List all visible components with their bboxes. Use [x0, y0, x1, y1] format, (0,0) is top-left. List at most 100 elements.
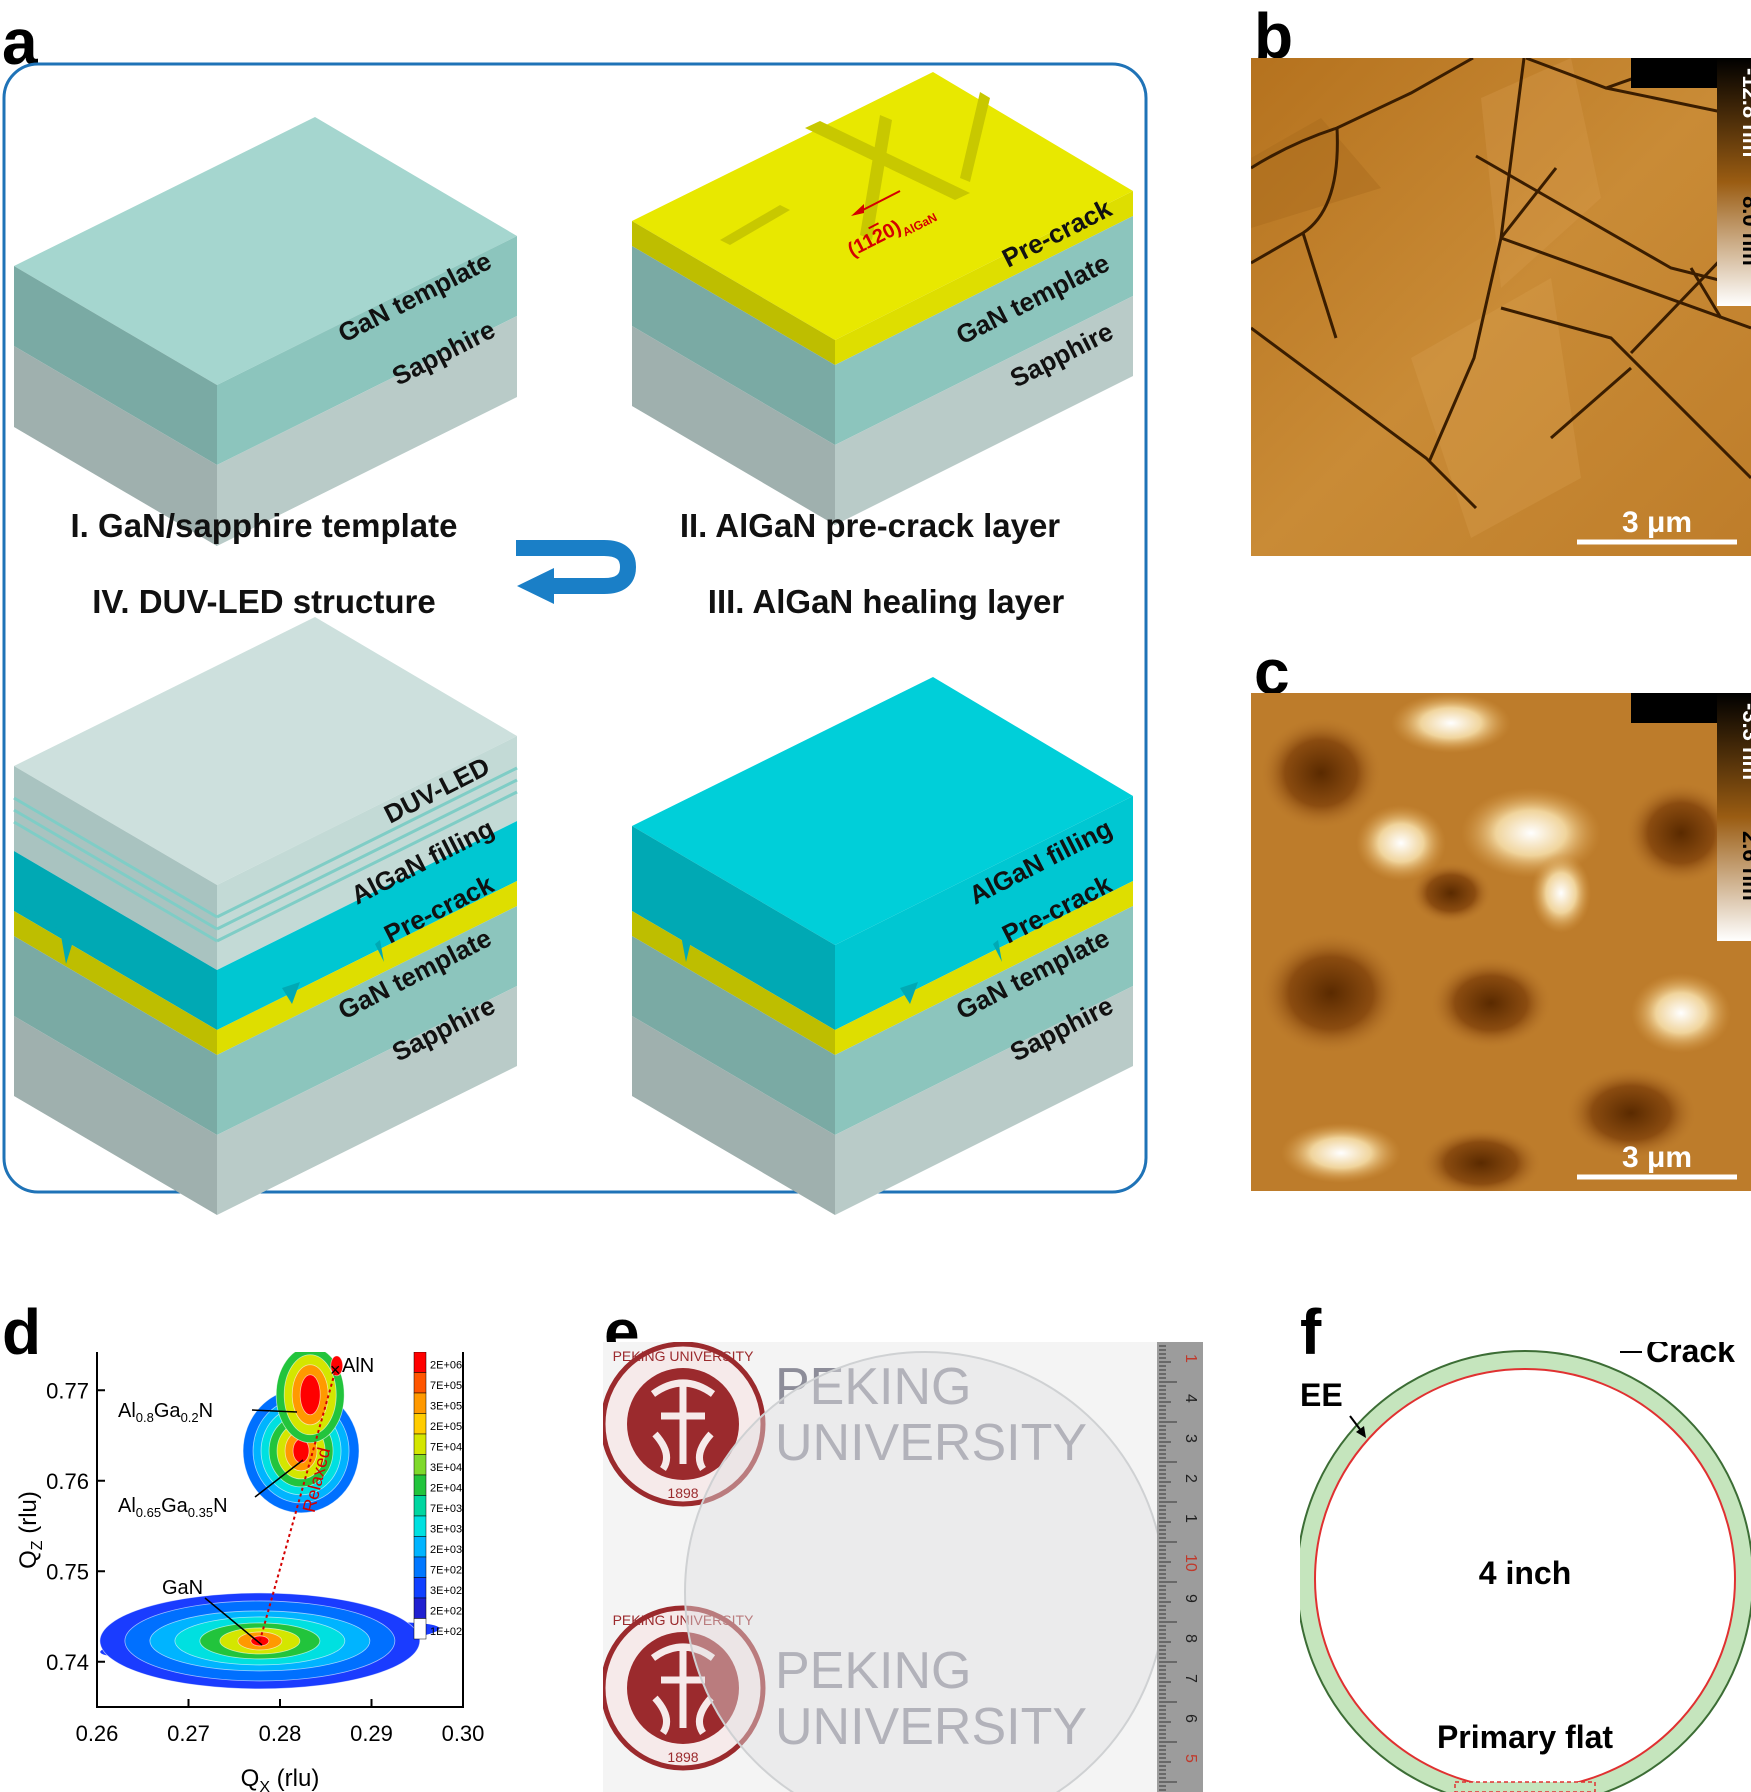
- colorbar-tick-label: 3E+04: [430, 1462, 462, 1474]
- peking-university-logo-bottom: PEKING UNIVERSITY 1898: [603, 1605, 766, 1771]
- cycle-arrow-icon: [516, 540, 637, 594]
- logo-year: 1898: [667, 1749, 698, 1765]
- colorbar-tick-label: 3E+02: [430, 1585, 462, 1597]
- ruler-number: 4: [1182, 1394, 1199, 1403]
- primary-flat-label: Primary flat: [1437, 1719, 1613, 1755]
- colorbar-swatch: [413, 1536, 427, 1558]
- colorbar-b-max: -12.8 nm: [1738, 68, 1751, 157]
- colorbar-swatch: [413, 1556, 427, 1578]
- colorbar-swatch: [413, 1433, 427, 1455]
- ruler-number: 1: [1182, 1514, 1199, 1523]
- colorbar-swatch: [413, 1515, 427, 1537]
- logo-ring-text: PEKING UNIVERSITY: [613, 1612, 754, 1628]
- rsm-chart: Relaxed 0.26 0.27 0.28 0.29 0.300.740.750.76…: [15, 1352, 485, 1792]
- colorbar-tick-label: 1E+02: [430, 1626, 462, 1638]
- colorbar-swatch: [413, 1495, 427, 1517]
- x-axis-title: QX (rlu): [241, 1765, 320, 1792]
- colorbar-c: [1717, 693, 1751, 941]
- ruler-number: 9: [1182, 1594, 1199, 1603]
- wafer-size-label: 4 inch: [1479, 1555, 1571, 1591]
- step-3-caption: III. AlGaN healing layer: [708, 583, 1065, 620]
- crack-label: Crack: [1646, 1342, 1735, 1369]
- rsm-contours: [99, 1352, 440, 1690]
- colorbar-swatch: [413, 1372, 427, 1394]
- ee-label: EE: [1300, 1377, 1343, 1413]
- ruler-ticks: [1159, 1345, 1177, 1791]
- rsm-colorbar: 2E+06 7E+05 3E+05 2E+05 7E+04 3E+04 2E+04 7E+03…: [413, 1352, 462, 1640]
- x-tick-label: 0.29: [350, 1721, 393, 1746]
- afm-image-b: -12.8 nm 8.0 nm 3 μm: [1251, 58, 1751, 556]
- peak-label-al08: Al0.8Ga0.2N: [118, 1400, 213, 1425]
- y-tick-label: 0.77: [46, 1378, 89, 1403]
- block-duv-led-structure: DUV-LED AlGaN filling Pre-crack GaN temp…: [13, 617, 518, 1215]
- wafer-photo: PEKING UNIVERSITY 1898 PEKING UNIVERSITY…: [603, 1342, 1203, 1792]
- colorbar-tick-label: 2E+04: [430, 1483, 462, 1495]
- contour-level: [330, 1355, 344, 1377]
- step-2-caption: II. AlGaN pre-crack layer: [680, 507, 1060, 544]
- colorbar-tick-label: 2E+02: [430, 1606, 462, 1618]
- panel-b-letter: b: [1254, 0, 1294, 72]
- colorbar-swatch: [413, 1577, 427, 1599]
- peak-label-gan: GaN: [162, 1577, 203, 1599]
- ruler-number: 8: [1182, 1634, 1199, 1643]
- step-4-caption: IV. DUV-LED structure: [92, 583, 436, 620]
- scalebar-b-label: 3 μm: [1622, 506, 1692, 539]
- ruler-number: 6: [1182, 1714, 1199, 1723]
- colorbar-swatch: [413, 1454, 427, 1476]
- colorbar-tick-label: 7E+02: [430, 1565, 462, 1577]
- afm-image-c: -3.3 nm 2.6 nm 3 μm: [1251, 693, 1751, 1191]
- colorbar-tick-label: 7E+04: [430, 1442, 462, 1454]
- peak-label-aln: AlN: [342, 1355, 374, 1377]
- ruler-number: 5: [1182, 1754, 1199, 1763]
- colorbar-tick-label: 2E+06: [430, 1360, 462, 1372]
- wafer-diagram: Crack EE 4 inch Primary flat: [1300, 1342, 1751, 1792]
- y-axis-title: QZ (rlu): [15, 1491, 46, 1569]
- logo-year: 1898: [667, 1485, 698, 1501]
- ruler-number: 2: [1182, 1474, 1199, 1483]
- wordmark-bottom-line2: UNIVERSITY: [775, 1698, 1087, 1756]
- colorbar-swatch: [413, 1618, 427, 1640]
- panel-a-figure: GaN template Sapphire (1120)AlGaN Pre-cr…: [2, 62, 1148, 1215]
- colorbar-swatch: [413, 1597, 427, 1619]
- colorbar-b-min: 8.0 nm: [1738, 196, 1751, 266]
- step-1-caption: I. GaN/sapphire template: [71, 507, 458, 544]
- contour-level: [299, 1374, 321, 1416]
- colorbar-tick-label: 3E+05: [430, 1401, 462, 1413]
- colorbar-tick-label: 3E+03: [430, 1524, 462, 1536]
- ruler-number: 3: [1182, 1434, 1199, 1443]
- x-tick-label: 0.26: [76, 1721, 119, 1746]
- colorbar-swatch: [413, 1474, 427, 1496]
- colorbar-swatch: [413, 1413, 427, 1435]
- ruler-number: 7: [1182, 1674, 1199, 1683]
- primary-flat-marker: [1454, 1781, 1596, 1792]
- colorbar-swatch: [413, 1352, 427, 1373]
- panel-f-letter: f: [1300, 1296, 1322, 1368]
- ruler-number: 1: [1182, 1354, 1199, 1363]
- ruler-number: 10: [1182, 1554, 1199, 1572]
- colorbar-tick-label: 2E+05: [430, 1421, 462, 1433]
- colorbar-c-min: 2.6 nm: [1738, 831, 1751, 901]
- ruler: [1157, 1342, 1203, 1792]
- x-tick-label: 0.30: [442, 1721, 485, 1746]
- colorbar-tick-label: 7E+03: [430, 1503, 462, 1515]
- y-tick-label: 0.76: [46, 1469, 89, 1494]
- aln-marker-icon: ×: [330, 1360, 341, 1380]
- peak-label-al065: Al0.65Ga0.35N: [118, 1495, 228, 1520]
- gan-pointer: [204, 1597, 263, 1646]
- scalebar-c-label: 3 μm: [1622, 1141, 1692, 1174]
- ee-arrow-icon: [1356, 1426, 1366, 1438]
- ruler-numbers: 1 4 3 2 1 10 9 8 7 6 5: [1182, 1354, 1199, 1763]
- y-tick-label: 0.75: [46, 1559, 89, 1584]
- x-tick-label: 0.28: [259, 1721, 302, 1746]
- colorbar-tick-label: 2E+03: [430, 1544, 462, 1556]
- x-tick-label: 0.27: [167, 1721, 210, 1746]
- logo-ring-text: PEKING UNIVERSITY: [613, 1348, 754, 1364]
- colorbar-c-max: -3.3 nm: [1738, 703, 1751, 780]
- block-algan-pre-crack: (1120)AlGaN Pre-crack GaN template Sapph…: [632, 72, 1133, 525]
- y-tick-label: 0.74: [46, 1650, 89, 1675]
- colorbar-b: [1717, 58, 1751, 306]
- panel-a-frame: [2, 62, 1148, 1194]
- wordmark-top-line1: PEKING: [775, 1358, 972, 1416]
- wordmark-bottom-line1: PEKING: [775, 1642, 972, 1700]
- al08-pointer: [251, 1409, 298, 1413]
